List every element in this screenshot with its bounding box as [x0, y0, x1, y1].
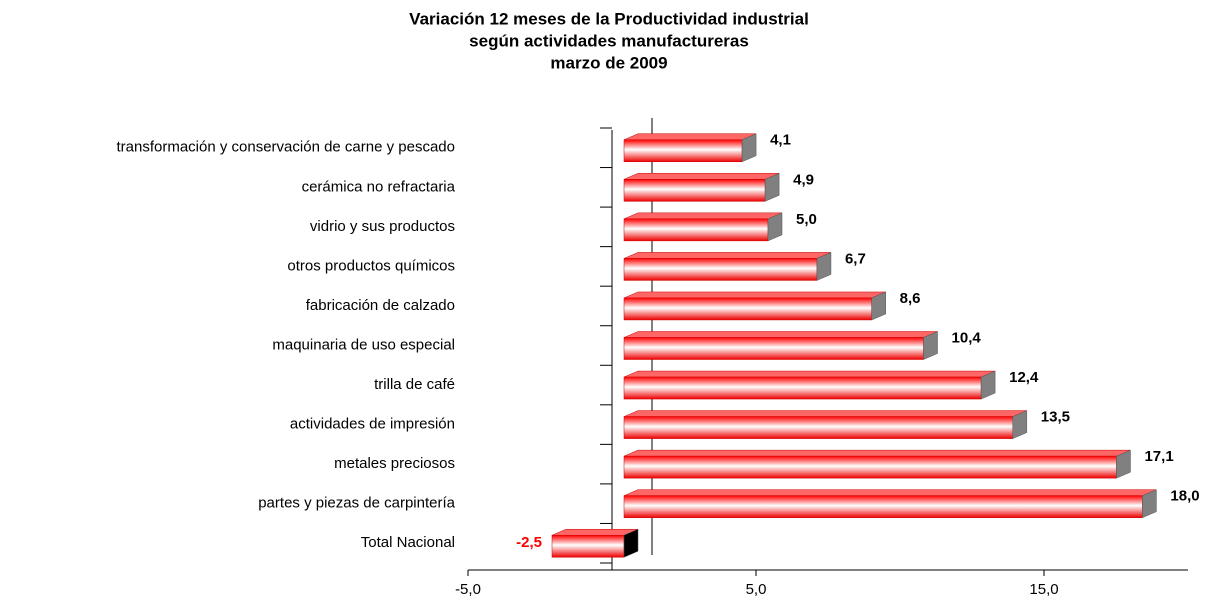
value-label: 12,4	[1009, 369, 1039, 386]
chart-title: Variación 12 meses de la Productividad i…	[409, 9, 809, 28]
bar-top	[623, 331, 938, 338]
category-label: partes y piezas de carpintería	[258, 495, 455, 512]
bar	[623, 179, 766, 202]
category-label: vidrio y sus productos	[310, 218, 455, 235]
category-label: Total Nacional	[361, 534, 455, 551]
category-label: trilla de café	[374, 376, 455, 393]
bar-top	[623, 173, 780, 180]
category-label: metales preciosos	[334, 455, 455, 472]
bar	[623, 495, 1143, 518]
x-tick-label: -5,0	[455, 581, 481, 598]
bar-top	[623, 489, 1157, 496]
bar-top	[623, 291, 886, 299]
bar	[623, 258, 818, 281]
x-tick-label: 15,0	[1029, 581, 1058, 598]
category-label: actividades de impresión	[290, 416, 455, 433]
bar	[623, 337, 924, 360]
chart-title: marzo de 2009	[550, 53, 667, 72]
value-label: 13,5	[1041, 409, 1070, 426]
bar-top	[623, 370, 996, 378]
bar-end	[767, 212, 783, 242]
value-label: 4,9	[793, 171, 814, 188]
bar	[623, 297, 872, 321]
bar-top	[623, 449, 1131, 457]
bar-top	[623, 212, 783, 220]
bar-top	[623, 410, 1027, 417]
bar	[623, 139, 743, 163]
bar-end	[816, 252, 832, 281]
value-label: 8,6	[900, 290, 921, 307]
bar-end	[741, 133, 757, 163]
value-label: 18,0	[1170, 488, 1199, 505]
value-label: 17,1	[1144, 448, 1173, 465]
category-label: maquinaria de uso especial	[272, 336, 455, 353]
bar-end	[1116, 449, 1131, 479]
category-label: transformación y conservación de carne y…	[116, 139, 455, 156]
bar-top	[551, 528, 639, 536]
category-label: fabricación de calzado	[306, 297, 455, 314]
bar-end	[923, 331, 938, 360]
bar	[623, 376, 982, 400]
bar-end	[1012, 410, 1028, 439]
value-label: 10,4	[952, 329, 982, 346]
bar	[551, 534, 625, 558]
bar-end	[1142, 489, 1157, 519]
value-label: 4,1	[770, 132, 791, 149]
value-label: -2,5	[516, 534, 542, 551]
bar-top	[623, 133, 757, 141]
bar-end	[871, 291, 886, 321]
category-label: cerámica no refractaria	[302, 178, 456, 195]
bar	[623, 455, 1117, 479]
bar-top	[623, 252, 832, 259]
bar	[623, 416, 1014, 439]
bar-end	[764, 172, 780, 202]
chart-title: según actividades manufactureras	[469, 31, 749, 50]
x-tick-label: 5,0	[746, 581, 767, 598]
value-label: 6,7	[845, 250, 866, 267]
value-label: 5,0	[796, 211, 817, 228]
bar-end	[623, 528, 639, 558]
category-label: otros productos químicos	[287, 257, 455, 274]
bar	[623, 218, 769, 242]
bar-end	[980, 370, 996, 400]
